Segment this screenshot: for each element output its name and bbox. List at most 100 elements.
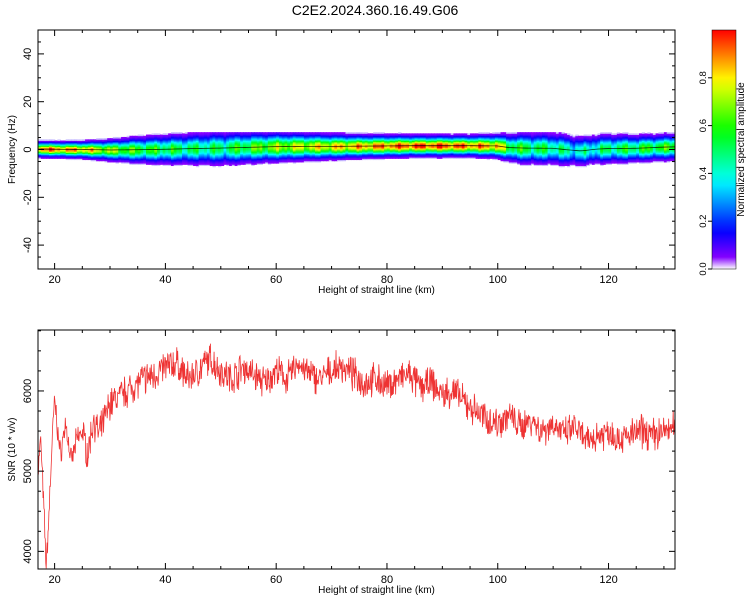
spectrogram-cell bbox=[517, 150, 521, 152]
spectrogram-cell bbox=[290, 160, 294, 163]
spectrogram-cell bbox=[517, 160, 521, 163]
spectrogram-cell bbox=[508, 157, 513, 159]
spectrogram-cell bbox=[353, 157, 358, 159]
spectrogram-cell bbox=[46, 154, 50, 157]
spectrogram-cell bbox=[212, 164, 216, 167]
spectrogram-cell bbox=[206, 135, 211, 138]
spectrogram-cell bbox=[309, 134, 313, 137]
spectrogram-cell bbox=[536, 156, 540, 158]
spectrogram-cell bbox=[134, 158, 139, 161]
spectrogram-cell bbox=[46, 141, 50, 144]
spectrogram-cell bbox=[262, 148, 266, 151]
spectrogram-cell bbox=[267, 158, 272, 161]
spectrogram-cell bbox=[500, 158, 504, 161]
spectrogram-cell bbox=[110, 150, 114, 152]
spectrogram-cell bbox=[234, 150, 239, 152]
spectrogram-cell bbox=[74, 150, 78, 152]
spectrogram-cell bbox=[234, 159, 239, 162]
spectrogram-cell bbox=[187, 135, 191, 138]
spectrogram-cell bbox=[140, 136, 144, 139]
spectrogram-cell bbox=[550, 145, 554, 147]
spectrogram-cell bbox=[578, 160, 582, 163]
spectrogram-cell bbox=[472, 145, 477, 147]
spectrogram-cell bbox=[306, 132, 311, 134]
spectrogram-cell bbox=[326, 140, 330, 143]
spectrogram-cell bbox=[215, 159, 219, 162]
spectrogram-cell bbox=[561, 138, 565, 140]
spectrogram-cell bbox=[110, 144, 114, 146]
spectrogram-cell bbox=[231, 140, 236, 143]
spectrogram-cell bbox=[350, 133, 355, 135]
spectrogram-cell bbox=[54, 147, 58, 150]
spectrogram-cell bbox=[539, 135, 543, 138]
spectrogram-cell bbox=[611, 162, 615, 164]
spectrogram-cell bbox=[148, 154, 153, 157]
spectrogram-cell bbox=[525, 164, 529, 167]
spectrogram-cell bbox=[522, 158, 527, 161]
spectrogram-cell bbox=[110, 157, 114, 159]
spectrogram-cell bbox=[209, 158, 214, 161]
spectrogram-cell bbox=[193, 160, 197, 163]
spectrogram-cell bbox=[602, 158, 607, 161]
spectrogram-cell bbox=[558, 150, 563, 152]
spectrogram-cell bbox=[445, 157, 449, 159]
spectrogram-cell bbox=[168, 133, 172, 135]
spectrogram-cell bbox=[517, 163, 521, 165]
spectrogram-cell bbox=[500, 153, 504, 156]
spectrogram-cell bbox=[528, 159, 532, 162]
spectrogram-cell bbox=[447, 140, 452, 143]
spectrogram-cell bbox=[237, 147, 241, 150]
spectrogram-cell bbox=[359, 154, 363, 157]
spectrogram-cell bbox=[96, 146, 100, 149]
spectrogram-cell bbox=[201, 132, 205, 134]
spectrogram-cell bbox=[176, 162, 180, 164]
spectrogram-cell bbox=[179, 152, 183, 155]
spectrogram-cell bbox=[267, 148, 272, 151]
spectrogram-cell bbox=[193, 158, 197, 161]
spectrogram-cell bbox=[220, 132, 225, 134]
spectrogram-cell bbox=[74, 142, 78, 145]
spectrogram-cell bbox=[503, 148, 507, 151]
spectrogram-cell bbox=[198, 148, 202, 151]
spectrogram-cell bbox=[87, 141, 92, 144]
spectrogram-cell bbox=[425, 145, 430, 147]
spectrogram-cell bbox=[126, 156, 130, 158]
spectrogram-cell bbox=[395, 157, 399, 159]
spectrogram-cell bbox=[320, 159, 324, 162]
spectrogram-cell bbox=[159, 157, 164, 159]
spectrogram-cell bbox=[345, 132, 349, 134]
spectrogram-cell bbox=[348, 134, 352, 137]
spectrogram-cell bbox=[411, 151, 416, 153]
spectrogram-cell bbox=[101, 142, 106, 145]
spectrogram-cell bbox=[594, 153, 599, 156]
spectrogram-cell bbox=[287, 144, 291, 146]
spectrogram-cell bbox=[378, 142, 383, 145]
spectrogram-cell bbox=[182, 151, 186, 153]
spectrogram-cell bbox=[281, 152, 286, 155]
spectrogram-cell bbox=[165, 156, 169, 158]
spectrogram-cell bbox=[555, 133, 560, 135]
spectrogram-cell bbox=[569, 160, 574, 163]
spectrogram-cell bbox=[503, 140, 507, 143]
spectrogram-cell bbox=[326, 159, 330, 162]
spectrogram-cell bbox=[558, 132, 563, 134]
spectrogram-cell bbox=[586, 159, 590, 162]
spectrogram-cell bbox=[530, 159, 535, 162]
spectrogram-cell bbox=[362, 133, 366, 135]
spectrogram-cell bbox=[229, 154, 233, 157]
spectrogram-cell bbox=[195, 132, 200, 134]
spectrogram-cell bbox=[265, 140, 269, 143]
spectrogram-cell bbox=[223, 162, 227, 164]
spectrogram-cell bbox=[536, 160, 540, 163]
spectrogram-cell bbox=[578, 158, 582, 161]
spectrogram-cell bbox=[447, 153, 452, 156]
spectrogram-cell bbox=[605, 134, 610, 137]
spectrogram-cell bbox=[561, 157, 565, 159]
spectrogram-cell bbox=[229, 164, 233, 167]
spectrogram-cell bbox=[356, 134, 360, 137]
spectrogram-cell bbox=[96, 138, 100, 140]
spectrogram-cell bbox=[60, 144, 64, 146]
spectrogram-cell bbox=[530, 139, 535, 141]
spectrogram-cell bbox=[129, 140, 133, 143]
spectrogram-cell bbox=[240, 140, 244, 143]
